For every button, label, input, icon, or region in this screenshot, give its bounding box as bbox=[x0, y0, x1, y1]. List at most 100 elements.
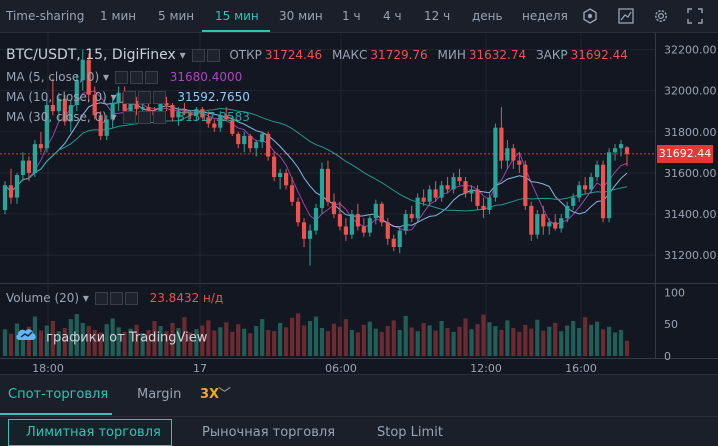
chart-type-icon[interactable] bbox=[616, 6, 636, 26]
ma5-remove-icon[interactable] bbox=[144, 71, 158, 84]
ma5-dropdown-icon[interactable]: ▾ bbox=[103, 70, 110, 84]
timeframe-12h[interactable]: 12 ч bbox=[424, 9, 451, 23]
ma10-label: MA (10, close, 0) bbox=[6, 90, 107, 104]
ma5-legend: MA (5, close, 0) ▾ 31680.4000 bbox=[6, 69, 242, 85]
order-tab-market[interactable]: Рыночная торговля bbox=[202, 425, 336, 440]
tab-margin[interactable]: Margin bbox=[137, 387, 182, 402]
price-axis-label: 32000.00 bbox=[664, 85, 717, 98]
volume-bar bbox=[200, 325, 205, 356]
candle-body bbox=[391, 238, 396, 248]
volume-bar bbox=[242, 328, 247, 356]
price-chart[interactable]: 31200.00 31400.00 31600.00 31800.00 32000.00… bbox=[0, 33, 718, 374]
current-price-tag: 31692.44 bbox=[657, 144, 713, 163]
candle-body bbox=[140, 107, 145, 110]
candle-body bbox=[295, 201, 301, 223]
volume-label: Volume (20) bbox=[6, 291, 80, 305]
candle-body bbox=[32, 144, 37, 173]
candle-body bbox=[313, 207, 319, 231]
indicator-settings-icon[interactable] bbox=[580, 6, 600, 26]
timeframe-1m[interactable]: 1 мин bbox=[100, 9, 137, 23]
volume-settings-icon[interactable] bbox=[109, 292, 123, 305]
candle-body bbox=[481, 205, 486, 210]
volume-axis-label: 100 bbox=[664, 286, 685, 299]
candle-body bbox=[14, 174, 20, 198]
candle-body bbox=[367, 218, 372, 233]
volume-visibility-icon[interactable] bbox=[94, 292, 108, 305]
settings-gear-icon[interactable] bbox=[651, 6, 671, 26]
timeframe-30m[interactable]: 30 мин bbox=[279, 9, 323, 23]
volume-bar bbox=[529, 328, 534, 356]
ma10-dropdown-icon[interactable]: ▾ bbox=[110, 90, 117, 104]
leverage-chevron-down-icon[interactable]: ﹀ bbox=[218, 387, 232, 402]
ma10-value: 31592.7650 bbox=[177, 90, 250, 104]
timeframe-week[interactable]: неделя bbox=[522, 9, 568, 23]
volume-bar bbox=[295, 313, 301, 356]
volume-bar bbox=[38, 330, 43, 356]
leverage-selector[interactable]: 3X bbox=[200, 387, 220, 402]
ma5-settings-icon[interactable] bbox=[129, 71, 143, 84]
active-timeframe-indicator bbox=[202, 30, 270, 32]
candle-body bbox=[427, 189, 432, 202]
ma5-visibility-icon[interactable] bbox=[114, 71, 128, 84]
ma10-remove-icon[interactable] bbox=[152, 91, 166, 104]
candle-body bbox=[56, 98, 61, 112]
timeframe-1h[interactable]: 1 ч bbox=[342, 9, 361, 23]
volume-bar bbox=[349, 329, 354, 356]
fullscreen-icon[interactable] bbox=[685, 6, 705, 26]
volume-bar bbox=[176, 328, 181, 356]
tab-spot-trading[interactable]: Спот-торговля bbox=[8, 387, 109, 402]
volume-bar bbox=[212, 330, 217, 356]
legend-hide-icon[interactable] bbox=[206, 49, 220, 62]
volume-bar bbox=[74, 314, 79, 356]
volume-bar bbox=[618, 329, 624, 356]
volume-bar bbox=[272, 331, 277, 356]
ohlc-close-label: ЗАКР bbox=[535, 48, 568, 62]
timeframe-4h[interactable]: 4 ч bbox=[383, 9, 402, 23]
ma30-legend: MA (30, close, 0) ▾ 31517.2583 bbox=[6, 109, 250, 125]
candle-body bbox=[146, 107, 151, 112]
ohlc-open-value: 31724.46 bbox=[264, 48, 323, 62]
volume-dropdown-icon[interactable]: ▾ bbox=[82, 291, 89, 305]
candle-body bbox=[511, 148, 516, 161]
ma30-remove-icon[interactable] bbox=[152, 111, 166, 124]
ma30-visibility-icon[interactable] bbox=[122, 111, 136, 124]
price-axis-label: 31400.00 bbox=[664, 208, 717, 221]
volume-bar bbox=[134, 324, 139, 356]
volume-bar bbox=[50, 321, 55, 356]
volume-bar bbox=[583, 317, 588, 356]
time-axis-label: 12:00 bbox=[470, 362, 502, 374]
candle-body bbox=[319, 168, 325, 208]
volume-bar bbox=[289, 317, 295, 356]
ma5-label: MA (5, close, 0) bbox=[6, 70, 100, 84]
volume-bar bbox=[319, 328, 325, 356]
timeframe-5m[interactable]: 5 мин bbox=[158, 9, 195, 23]
candle-body bbox=[355, 214, 360, 227]
ma10-settings-icon[interactable] bbox=[137, 91, 151, 104]
panel-divider bbox=[0, 374, 718, 375]
legend-dropdown-icon[interactable]: ▾ bbox=[179, 48, 186, 62]
candle-body bbox=[284, 172, 289, 186]
ma10-legend: MA (10, close, 0) ▾ 31592.7650 bbox=[6, 89, 250, 105]
tradingview-attribution[interactable]: графики от TradingView bbox=[14, 326, 207, 348]
timeframe-time-sharing[interactable]: Time-sharing bbox=[6, 9, 85, 23]
volume-bar bbox=[146, 329, 151, 356]
order-tab-limit[interactable]: Лимитная торговля bbox=[26, 425, 161, 440]
timeframe-15m[interactable]: 15 мин bbox=[215, 9, 259, 23]
candle-body bbox=[266, 133, 271, 157]
volume-bar bbox=[559, 331, 564, 356]
candle-body bbox=[212, 123, 217, 128]
ma30-dropdown-icon[interactable]: ▾ bbox=[110, 110, 117, 124]
volume-bar bbox=[8, 333, 14, 356]
candle-body bbox=[577, 185, 582, 198]
ma30-settings-icon[interactable] bbox=[137, 111, 151, 124]
volume-remove-icon[interactable] bbox=[124, 292, 138, 305]
legend-settings-icon[interactable] bbox=[191, 49, 205, 62]
candle-body bbox=[469, 189, 474, 194]
order-tab-stop-limit[interactable]: Stop Limit bbox=[377, 425, 443, 440]
ma10-visibility-icon[interactable] bbox=[122, 91, 136, 104]
candle-body bbox=[164, 102, 169, 106]
candle-body bbox=[230, 119, 235, 134]
chart-canvas[interactable]: 31200.00 31400.00 31600.00 31800.00 32000.00… bbox=[0, 33, 718, 374]
timeframe-day[interactable]: день bbox=[472, 9, 503, 23]
volume-bar bbox=[463, 318, 468, 356]
